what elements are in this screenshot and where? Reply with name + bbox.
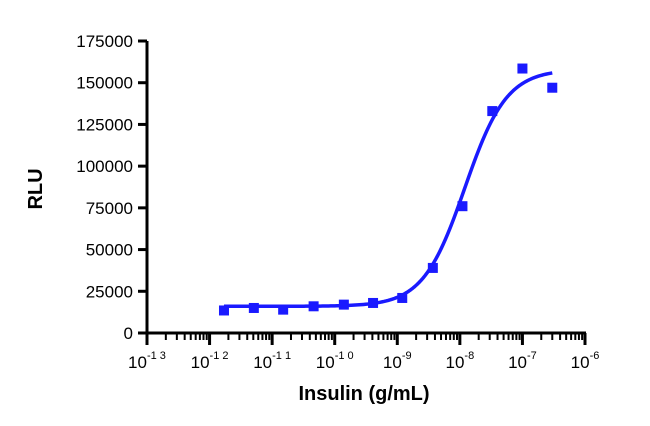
- x-tick-label: 10-6: [571, 350, 600, 372]
- y-axis: 0 25000 50000 75000 100000 125000 150000 175000: [76, 32, 149, 343]
- x-tick-label: 10-8: [446, 350, 475, 372]
- data-point: [487, 106, 498, 117]
- data-point: [248, 302, 259, 313]
- y-tick-label: 175000: [76, 32, 133, 51]
- y-tick-label: 100000: [76, 157, 133, 176]
- data-point: [278, 304, 289, 315]
- x-tick-label: 10-1 3: [128, 350, 166, 372]
- data-point: [368, 297, 379, 308]
- data-point: [547, 82, 558, 93]
- x-tick-label: 10-1 2: [191, 350, 229, 372]
- x-axis: 10-1 3 10-1 2 10-1 1 10-1 0 10-9 10-8 10-7 10-6: [128, 331, 600, 372]
- y-tick-label: 25000: [86, 282, 133, 301]
- data-point: [218, 305, 229, 316]
- y-tick-label: 0: [124, 324, 133, 343]
- y-tick-label: 150000: [76, 74, 133, 93]
- data-points-layer: [218, 63, 558, 316]
- x-tick-label: 10-1 1: [253, 350, 291, 372]
- y-tick-label: 125000: [76, 115, 133, 134]
- x-tick-label: 10-1 0: [316, 350, 354, 372]
- y-tick-label: 50000: [86, 241, 133, 260]
- fit-curve-layer: [223, 71, 553, 309]
- y-axis-title: RLU: [25, 168, 47, 209]
- x-tick-label: 10-9: [383, 350, 412, 372]
- data-point: [338, 299, 349, 310]
- fit-curve: [223, 71, 553, 309]
- data-point: [397, 292, 408, 303]
- data-point: [308, 301, 319, 312]
- data-point: [427, 262, 438, 273]
- y-tick-label: 75000: [86, 199, 133, 218]
- x-tick-label: 10-7: [508, 350, 537, 372]
- x-axis-title: Insulin (g/mL): [298, 383, 429, 405]
- data-point: [457, 201, 468, 212]
- data-point: [517, 63, 528, 74]
